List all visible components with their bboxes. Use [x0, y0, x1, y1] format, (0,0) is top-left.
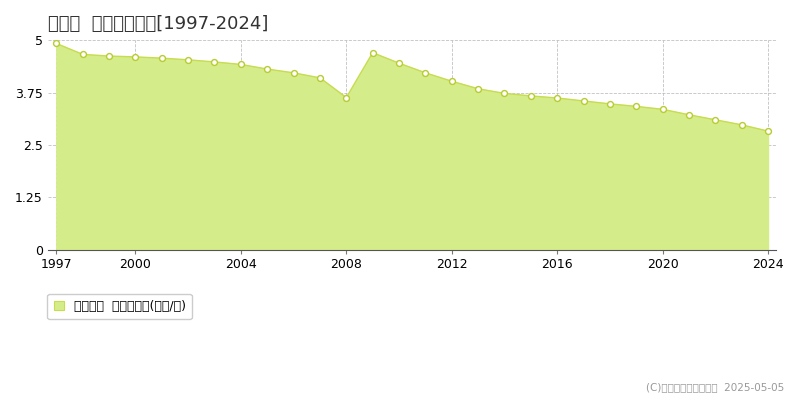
Point	[472, 86, 485, 92]
Point	[155, 55, 168, 61]
Point	[735, 122, 748, 128]
Point	[208, 59, 221, 65]
Point	[393, 60, 406, 66]
Point	[419, 70, 432, 76]
Point	[314, 75, 326, 81]
Point	[709, 116, 722, 123]
Point	[129, 54, 142, 60]
Text: (C)土地価格ドットコム  2025-05-05: (C)土地価格ドットコム 2025-05-05	[646, 382, 784, 392]
Point	[498, 90, 511, 96]
Point	[762, 128, 774, 134]
Point	[102, 53, 115, 59]
Point	[366, 50, 379, 56]
Point	[340, 94, 353, 101]
Point	[656, 106, 669, 112]
Text: 足寄町  基準地価推移[1997-2024]: 足寄町 基準地価推移[1997-2024]	[49, 15, 269, 33]
Point	[234, 61, 247, 68]
Point	[550, 95, 563, 101]
Point	[76, 51, 89, 58]
Point	[287, 70, 300, 76]
Point	[446, 78, 458, 84]
Legend: 基準地価  平均坪単価(万円/坪): 基準地価 平均坪単価(万円/坪)	[47, 294, 192, 319]
Point	[603, 101, 616, 107]
Point	[261, 66, 274, 72]
Point	[630, 103, 642, 110]
Point	[524, 93, 537, 99]
Point	[50, 40, 62, 47]
Point	[682, 112, 695, 118]
Point	[577, 98, 590, 104]
Point	[182, 57, 194, 63]
